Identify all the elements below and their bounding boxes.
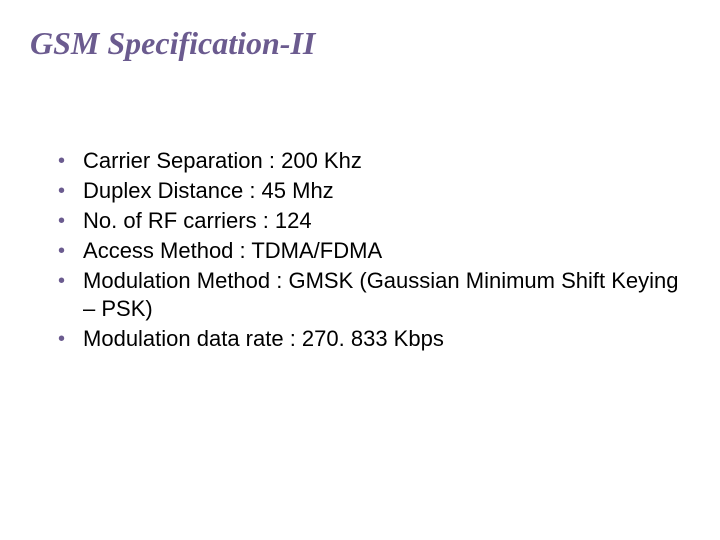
bullet-item: • Access Method : TDMA/FDMA — [58, 237, 690, 265]
bullet-marker-icon: • — [58, 207, 65, 235]
bullet-marker-icon: • — [58, 147, 65, 175]
bullet-item: • No. of RF carriers : 124 — [58, 207, 690, 235]
bullet-text: No. of RF carriers : 124 — [83, 207, 312, 235]
bullet-item: • Duplex Distance : 45 Mhz — [58, 177, 690, 205]
slide-title: GSM Specification-II — [30, 25, 690, 62]
bullet-text: Modulation Method : GMSK (Gaussian Minim… — [83, 267, 690, 323]
bullet-marker-icon: • — [58, 237, 65, 265]
bullet-text: Access Method : TDMA/FDMA — [83, 237, 382, 265]
bullet-text: Duplex Distance : 45 Mhz — [83, 177, 334, 205]
slide-container: GSM Specification-II • Carrier Separatio… — [0, 0, 720, 540]
bullet-text: Carrier Separation : 200 Khz — [83, 147, 362, 175]
bullet-marker-icon: • — [58, 177, 65, 205]
bullet-item: • Modulation Method : GMSK (Gaussian Min… — [58, 267, 690, 323]
bullet-item: • Carrier Separation : 200 Khz — [58, 147, 690, 175]
bullet-marker-icon: • — [58, 267, 65, 295]
bullet-text: Modulation data rate : 270. 833 Kbps — [83, 325, 444, 353]
bullet-item: • Modulation data rate : 270. 833 Kbps — [58, 325, 690, 353]
bullet-list: • Carrier Separation : 200 Khz • Duplex … — [30, 147, 690, 353]
bullet-marker-icon: • — [58, 325, 65, 353]
